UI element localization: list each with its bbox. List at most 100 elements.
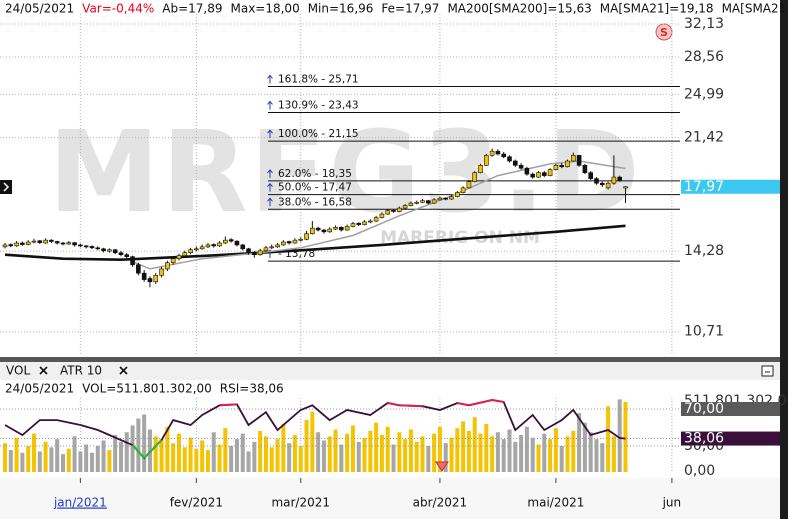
fib-label: - 13,78 [278, 248, 315, 260]
candle-body [199, 246, 205, 250]
volume-bar [165, 426, 170, 472]
indicator-tab[interactable]: ATR 10 [60, 364, 102, 378]
header-field: Min=16,96 [308, 2, 374, 16]
candle-body [466, 181, 472, 189]
close-icon[interactable] [119, 366, 128, 375]
candle-body [484, 155, 489, 166]
y-tick-label: 0,00 [684, 463, 715, 479]
volume-bar [8, 450, 13, 472]
candle-body [205, 244, 211, 248]
volume-bar [600, 443, 605, 472]
panel-separator [0, 357, 780, 362]
header-field: RSI=38,06 [220, 382, 284, 396]
header-field: MA[SMA21]=19,18 [722, 2, 788, 16]
candle-body [182, 252, 188, 256]
volume-bar [519, 435, 524, 472]
candle-body [194, 248, 199, 251]
header-field: Ab=17,89 [162, 2, 222, 16]
volume-bar [310, 411, 315, 472]
fib-label: 100.0% - 21,15 [278, 128, 359, 140]
volume-bar [130, 425, 135, 472]
volume-bar [20, 452, 25, 472]
candle-body [286, 241, 292, 244]
y-tick-label: 14,28 [684, 243, 724, 259]
candle-body [368, 220, 373, 223]
candle-body [211, 244, 217, 247]
volume-bar [217, 444, 222, 472]
candle-body [611, 176, 617, 184]
candle-body [112, 249, 118, 254]
rsi-zone-segment [143, 439, 163, 459]
volume-bar [26, 445, 31, 472]
volume-bar [368, 430, 373, 472]
candle-body [565, 160, 570, 168]
volume-bar [159, 439, 164, 472]
watermark: MRFG3.D [48, 108, 642, 238]
candle-body [623, 186, 628, 189]
candle-body [507, 156, 512, 162]
volume-bar [246, 451, 251, 472]
tab-strip [0, 362, 780, 380]
volume-bar [136, 418, 141, 472]
volume-bar [472, 417, 477, 472]
volume-bar [432, 433, 437, 472]
x-tick-label: fev/2021 [170, 496, 223, 510]
candle-body [472, 172, 478, 182]
candle-body [559, 165, 564, 168]
volume-bar [501, 439, 506, 472]
candle-body [176, 255, 182, 259]
volume-bar [588, 432, 593, 472]
volume-bar [571, 430, 576, 472]
badge-text[interactable]: S [660, 26, 668, 39]
candle-body [489, 150, 495, 156]
volume-bar [113, 435, 118, 472]
volume-bar [490, 436, 495, 472]
candle-body [576, 155, 582, 166]
volume-bar [240, 433, 245, 472]
volume-bar [577, 413, 582, 472]
candle-body [449, 196, 454, 200]
volume-bar [466, 430, 471, 472]
indicator-tab[interactable]: VOL [6, 364, 30, 378]
volume-bar [252, 441, 257, 472]
volume-bar [234, 439, 239, 472]
volume-bar [107, 450, 112, 472]
candle-body [170, 258, 176, 264]
candle-body [217, 242, 222, 247]
volume-bar [408, 429, 413, 472]
candle-body [431, 199, 437, 204]
candle-body [344, 226, 350, 231]
candle-body [275, 244, 280, 248]
x-tick-label: mai/2021 [527, 496, 584, 510]
candle-body [333, 226, 338, 230]
rsi-zone-segment [457, 402, 470, 407]
volume-bar [391, 444, 396, 472]
candle-body [542, 172, 547, 176]
volume-bar [437, 426, 442, 472]
volume-bar [55, 439, 60, 472]
candle-body [304, 233, 309, 240]
fib-arrow [267, 182, 273, 192]
panel-close-icon[interactable] [761, 365, 774, 377]
rsi-zone-segment [491, 399, 504, 403]
candle-body [570, 155, 576, 162]
close-icon[interactable] [39, 366, 48, 375]
candle-body [553, 165, 559, 170]
candle-body [263, 247, 269, 252]
volume-bar [420, 436, 425, 472]
volume-bar [60, 454, 65, 472]
candle-body [223, 239, 228, 244]
candle-body [373, 217, 379, 222]
side-marker[interactable] [0, 180, 12, 194]
candle-body [426, 200, 431, 204]
scrollbar[interactable] [780, 0, 788, 519]
volume-bar [281, 424, 286, 472]
rsi-zone-segment [387, 402, 400, 407]
candle-body [315, 227, 321, 231]
volume-bar [536, 444, 541, 472]
fib-arrow [267, 197, 273, 207]
candle-body [582, 165, 588, 173]
volume-bar [385, 426, 390, 472]
candle-body [188, 249, 193, 254]
y2-tick-label: 38,06 [684, 431, 724, 447]
